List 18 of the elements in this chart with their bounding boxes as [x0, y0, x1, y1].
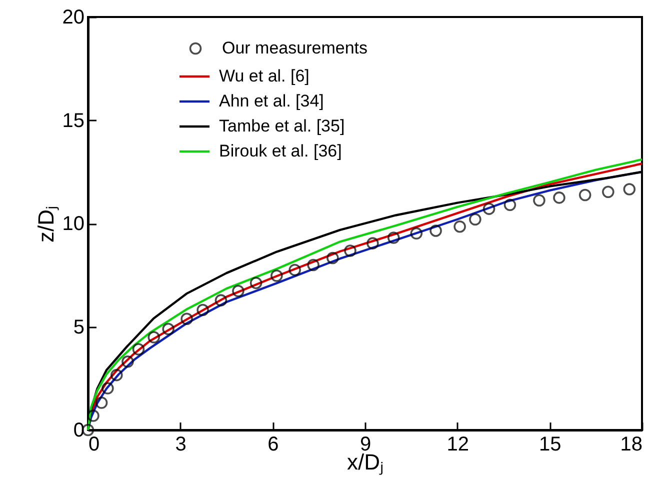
legend-label: Birouk et al. [36] [219, 142, 342, 160]
x-tick-label: 15 [539, 434, 562, 456]
y-tick-label: 10 [62, 213, 84, 235]
legend-label: Tambe et al. [35] [219, 116, 345, 136]
y-tick-label: 0 [73, 420, 84, 442]
y-tick-label: 15 [62, 110, 84, 132]
x-tick-label: 6 [268, 434, 279, 456]
y-tick-label: 5 [73, 316, 84, 338]
legend-label: Ahn et al. [34] [219, 92, 324, 110]
x-tick-label: 0 [88, 434, 100, 456]
legend-label: Our measurements [222, 38, 368, 58]
x-tick-label: 12 [446, 434, 469, 456]
x-tick-label: 3 [175, 434, 186, 456]
x-tick-label: 18 [620, 434, 642, 456]
x-axis-title: x/Dⱼ [347, 450, 384, 476]
y-axis-title: z/Dⱼ [33, 206, 60, 242]
legend-label: Wu et al. [6] [219, 66, 310, 86]
y-tick-label: 20 [62, 6, 84, 28]
